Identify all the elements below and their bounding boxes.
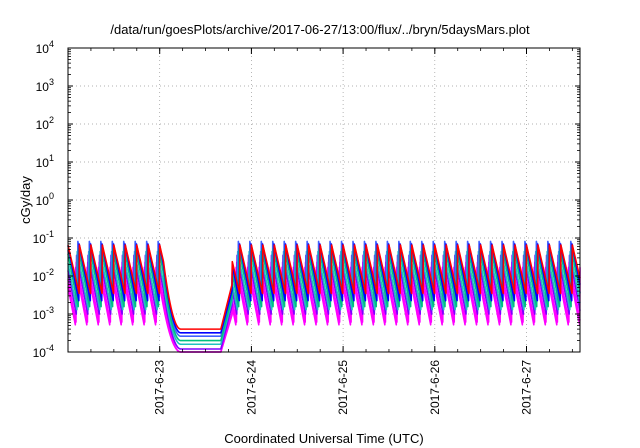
y-axis: 10-4 10-3 10-2 10-1 100 101 102 103 104 [33,39,580,360]
x-tick-label: 2017-6-25 [336,360,350,415]
x-axis-label: Coordinated Universal Time (UTC) [224,431,423,446]
y-tick-label: 10-2 [33,267,54,284]
series-line [67,248,581,342]
series-line [67,250,581,346]
y-tick-label: 10-3 [33,305,54,322]
x-axis: 2017-6-23 2017-6-24 2017-6-25 2017-6-26 2017… [67,48,573,415]
series-line [67,254,581,350]
y-tick-label: 101 [36,153,54,170]
x-tick-label: 2017-6-23 [153,360,167,415]
chart-title: /data/run/goesPlots/archive/2017-06-27/1… [110,22,530,37]
series-group [67,240,581,353]
y-tick-label: 10-1 [33,229,54,246]
y-tick-label: 100 [36,191,54,208]
x-tick-label: 2017-6-24 [244,360,258,415]
y-tick-label: 104 [36,39,54,56]
y-tick-label: 103 [36,77,54,94]
series-line [67,261,581,353]
y-tick-label: 102 [36,115,54,132]
x-tick-label: 2017-6-27 [520,360,534,415]
x-tick-label: 2017-6-26 [428,360,442,415]
y-tick-label: 10-4 [33,343,54,360]
series-line [67,266,581,353]
y-axis-label: cGy/day [18,176,33,224]
series-line [67,244,581,330]
